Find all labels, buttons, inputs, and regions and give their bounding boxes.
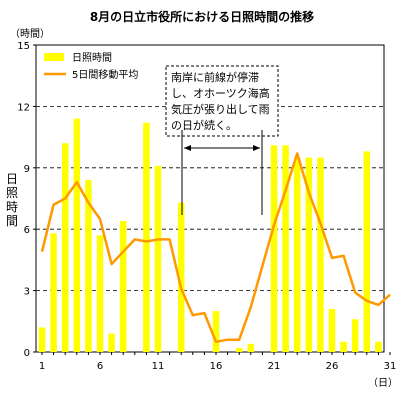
y-axis-label-char: 時	[6, 200, 18, 214]
sunshine-bar	[363, 151, 371, 352]
x-tick-label: 26	[326, 361, 339, 372]
annotation-line-3: 気圧が張り出して雨	[171, 102, 270, 116]
sunshine-bar	[61, 143, 69, 352]
sunshine-bar	[85, 180, 92, 352]
sunshine-bar	[73, 118, 81, 353]
sunshine-bar	[38, 327, 46, 352]
sunshine-bar	[282, 145, 289, 352]
x-tick-label: 11	[152, 361, 165, 372]
y-unit-label: （時間）	[10, 28, 50, 40]
annotation-line-4: の日が続く。	[171, 118, 237, 132]
x-tick-label: 21	[268, 361, 281, 372]
legend-bar-swatch	[44, 53, 64, 61]
sunshine-bar	[96, 235, 104, 352]
annotation: 南岸に前線が停滞 し、オホーツク海高 気圧が張り出して雨 の日が続く。	[165, 65, 279, 215]
sunshine-bar	[351, 319, 359, 352]
annotation-arrow-right-head	[253, 145, 260, 151]
bar-series	[38, 118, 382, 353]
x-axis-ticks: 1 6 11 16 21 26 31	[39, 352, 397, 372]
moving-average-line	[40, 152, 391, 344]
annotation-line-2: し、オホーツク海高	[171, 86, 270, 100]
y-tick-label: 12	[17, 102, 30, 113]
y-tick-label: 3	[24, 287, 30, 298]
sunshine-bar	[177, 202, 185, 352]
sunshine-bar	[235, 347, 243, 352]
legend-bar-label: 日照時間	[72, 52, 112, 64]
sunshine-bar	[375, 341, 382, 352]
y-tick-label: 0	[24, 348, 30, 359]
grid-lines	[36, 106, 384, 292]
y-axis-label-char: 間	[6, 214, 18, 228]
sunshine-bar	[270, 145, 278, 352]
sunshine-bar	[50, 233, 57, 352]
sunshine-bar	[143, 122, 150, 352]
y-axis-label-char: 日	[6, 172, 18, 186]
sunshine-bar	[328, 309, 336, 352]
x-unit-label: （日）	[368, 377, 398, 389]
annotation-line-1: 南岸に前線が停滞	[171, 70, 259, 84]
sunshine-bar	[340, 341, 347, 352]
sunshine-bar	[247, 343, 255, 352]
sunshine-bar	[212, 311, 220, 352]
y-axis-ticks: 0 3 6 9 12 15	[17, 41, 36, 359]
y-axis-label: 日照時間	[6, 172, 18, 228]
sunshine-bar	[119, 221, 127, 352]
line-series	[40, 152, 391, 344]
y-tick-label: 9	[24, 164, 30, 175]
y-axis-label-char: 照	[6, 186, 18, 200]
annotation-box	[165, 65, 279, 137]
x-tick-label: 31	[384, 361, 397, 372]
sunshine-bar	[154, 165, 162, 352]
sunshine-bar	[293, 157, 301, 352]
sunshine-bar	[305, 157, 313, 352]
x-tick-label: 6	[97, 361, 103, 372]
x-tick-label: 16	[210, 361, 223, 372]
x-tick-label: 1	[39, 361, 45, 372]
annotation-arrow-left-head	[184, 145, 191, 151]
legend: 日照時間 5日間移動平均	[44, 52, 138, 81]
legend-line-label: 5日間移動平均	[72, 68, 138, 81]
y-tick-label: 6	[24, 225, 30, 236]
sunshine-bar	[317, 157, 324, 352]
y-tick-label: 15	[17, 41, 30, 52]
chart-title: 8月の日立市役所における日照時間の推移	[90, 9, 314, 24]
sunshine-bar	[108, 333, 115, 352]
